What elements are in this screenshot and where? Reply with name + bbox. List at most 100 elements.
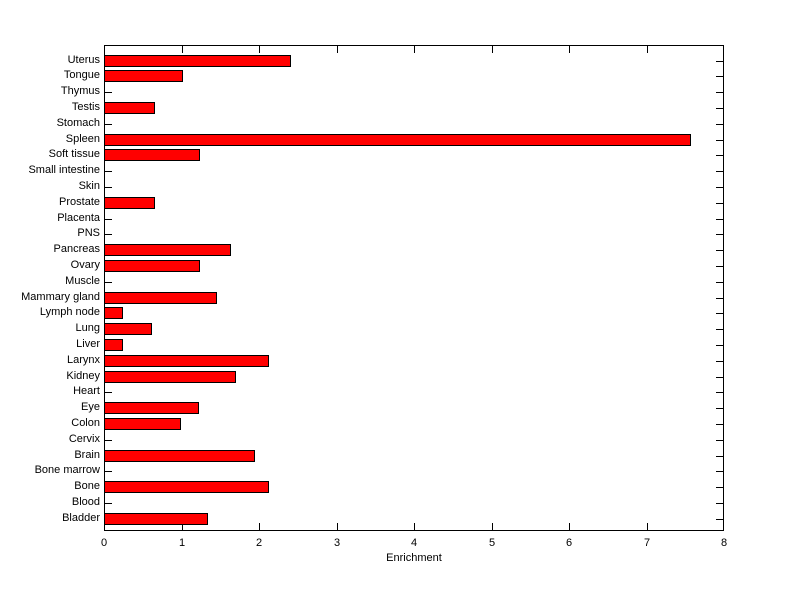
y-tick xyxy=(716,361,723,362)
bar xyxy=(104,450,255,462)
x-tick xyxy=(569,523,570,530)
y-tick xyxy=(716,203,723,204)
y-tick xyxy=(105,92,112,93)
y-tick-label: Small intestine xyxy=(28,164,100,176)
y-tick-label: Placenta xyxy=(57,212,100,224)
x-tick-label: 5 xyxy=(488,537,496,549)
x-tick xyxy=(492,523,493,530)
y-tick xyxy=(105,187,112,188)
x-tick xyxy=(647,523,648,530)
y-tick xyxy=(716,392,723,393)
y-tick xyxy=(716,234,723,235)
bar xyxy=(104,481,269,493)
x-tick xyxy=(182,523,183,530)
y-tick-label: Thymus xyxy=(60,85,100,97)
y-tick-label: Tongue xyxy=(63,69,100,81)
bar xyxy=(104,513,208,525)
y-tick xyxy=(716,282,723,283)
bar xyxy=(104,197,155,209)
y-tick xyxy=(105,503,112,504)
y-tick xyxy=(716,471,723,472)
y-tick xyxy=(105,171,112,172)
x-tick-label: 7 xyxy=(643,537,651,549)
y-tick-label: Eye xyxy=(81,401,100,413)
y-tick-label: Mammary gland xyxy=(21,291,100,303)
x-tick-label: 4 xyxy=(410,537,418,549)
y-tick xyxy=(716,519,723,520)
y-tick-label: Uterus xyxy=(67,54,100,66)
y-tick xyxy=(716,76,723,77)
y-tick xyxy=(105,219,112,220)
x-tick-label: 1 xyxy=(178,537,186,549)
y-tick-label: Prostate xyxy=(59,196,100,208)
x-tick xyxy=(492,46,493,53)
bar xyxy=(104,323,152,335)
y-tick xyxy=(105,234,112,235)
bar xyxy=(104,402,199,414)
bar xyxy=(104,355,269,367)
y-tick xyxy=(716,92,723,93)
y-tick xyxy=(716,140,723,141)
x-tick-label: 0 xyxy=(100,537,108,549)
x-tick-label: 3 xyxy=(333,537,341,549)
y-tick-label: Lymph node xyxy=(39,306,100,318)
y-tick xyxy=(105,124,112,125)
y-tick-label: Soft tissue xyxy=(48,148,100,160)
bar xyxy=(104,70,183,82)
y-tick xyxy=(716,250,723,251)
bar xyxy=(104,102,155,114)
x-tick xyxy=(414,46,415,53)
bar xyxy=(104,244,231,256)
y-tick xyxy=(105,392,112,393)
y-tick xyxy=(716,424,723,425)
bar xyxy=(104,339,123,351)
y-tick xyxy=(105,282,112,283)
y-tick xyxy=(716,124,723,125)
bar xyxy=(104,418,181,430)
y-tick-label: Brain xyxy=(74,449,100,461)
y-tick-label: Heart xyxy=(73,385,100,397)
plot-area xyxy=(104,45,724,531)
y-tick-label: PNS xyxy=(77,227,100,239)
y-tick-label: Cervix xyxy=(68,433,100,445)
y-tick xyxy=(716,298,723,299)
x-tick xyxy=(337,523,338,530)
y-tick xyxy=(716,329,723,330)
x-tick xyxy=(182,46,183,53)
x-tick-label: 8 xyxy=(720,537,728,549)
y-tick xyxy=(716,61,723,62)
y-tick xyxy=(716,377,723,378)
y-tick-label: Blood xyxy=(71,496,100,508)
y-tick-label: Liver xyxy=(76,338,100,350)
y-tick-label: Kidney xyxy=(66,370,100,382)
y-tick xyxy=(716,108,723,109)
y-tick xyxy=(716,345,723,346)
y-tick xyxy=(716,313,723,314)
bar xyxy=(104,371,236,383)
bar xyxy=(104,260,200,272)
y-tick xyxy=(105,440,112,441)
y-tick xyxy=(716,171,723,172)
y-tick-label: Stomach xyxy=(56,117,100,129)
bar xyxy=(104,134,691,146)
y-tick-label: Bone xyxy=(74,480,100,492)
x-tick xyxy=(259,46,260,53)
x-tick xyxy=(647,46,648,53)
y-tick-label: Muscle xyxy=(65,275,100,287)
bar xyxy=(104,292,217,304)
y-tick xyxy=(716,503,723,504)
x-tick xyxy=(337,46,338,53)
y-tick-label: Colon xyxy=(71,417,100,429)
x-tick-label: 2 xyxy=(255,537,263,549)
y-tick xyxy=(716,266,723,267)
y-tick-label: Testis xyxy=(71,101,100,113)
y-tick-label: Pancreas xyxy=(53,243,100,255)
y-tick-label: Bone marrow xyxy=(34,464,100,476)
x-axis-label: Enrichment xyxy=(386,552,442,564)
y-tick xyxy=(716,219,723,220)
y-tick xyxy=(716,440,723,441)
x-tick xyxy=(569,46,570,53)
bar xyxy=(104,149,200,161)
y-tick-label: Spleen xyxy=(65,133,100,145)
